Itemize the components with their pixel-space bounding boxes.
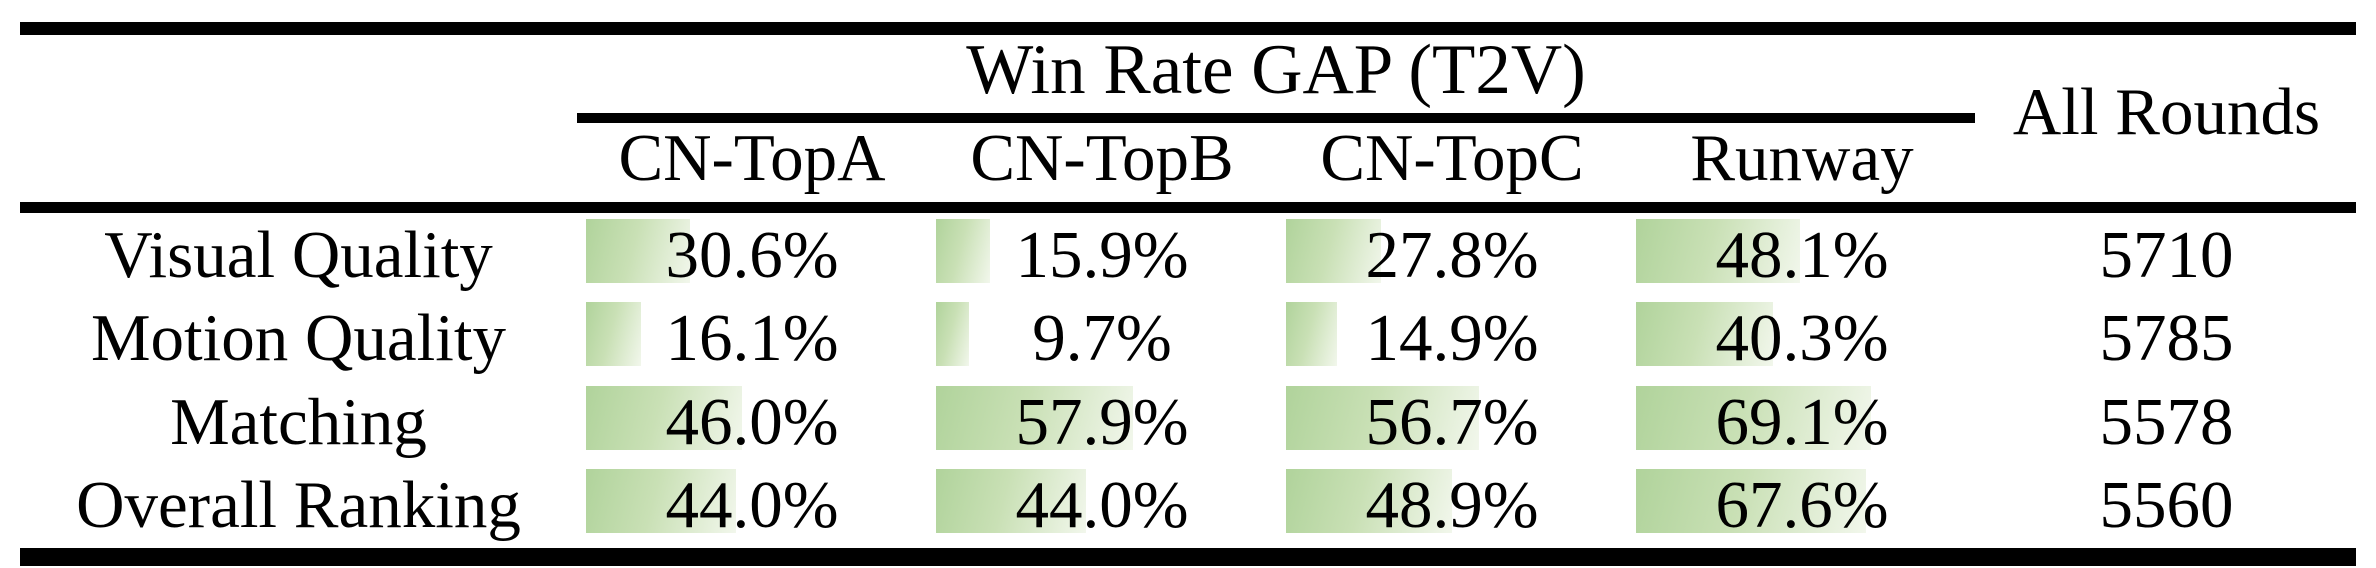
win-rate-cell: 16.1%	[577, 296, 927, 380]
table-bottom-rule	[20, 548, 2356, 566]
win-rate-bar	[936, 302, 969, 366]
win-rate-cell: 48.1%	[1627, 213, 1977, 297]
win-rate-cell: 46.0%	[577, 380, 927, 464]
win-rate-bar	[1636, 219, 1800, 283]
win-rate-bar	[1286, 386, 1479, 450]
win-rate-cell: 67.6%	[1627, 463, 1977, 547]
all-rounds-value: 5560	[2099, 467, 2234, 542]
header-separator-rule	[20, 202, 2356, 213]
win-rate-bar	[1636, 469, 1866, 533]
win-rate-bar	[586, 219, 691, 283]
win-rate-value: 44.0%	[665, 467, 839, 542]
win-rate-bar	[936, 469, 1086, 533]
table-row: Overall Ranking 44.0% 44.0% 48.9% 67.6% …	[0, 463, 2376, 547]
win-rate-value: 48.1%	[1715, 217, 1889, 292]
win-rate-value: 9.7%	[1032, 300, 1172, 375]
win-rate-value: 69.1%	[1715, 384, 1889, 459]
win-rate-bar	[1286, 302, 1337, 366]
win-rate-value: 16.1%	[665, 300, 839, 375]
win-rate-cell: 27.8%	[1277, 213, 1627, 297]
win-rate-value: 67.6%	[1715, 467, 1889, 542]
win-rate-cell: 44.0%	[927, 463, 1277, 547]
win-rate-value: 27.8%	[1365, 217, 1539, 292]
win-rate-bar	[1636, 302, 1774, 366]
win-rate-value: 15.9%	[1015, 217, 1189, 292]
win-rate-bar	[1636, 386, 1871, 450]
group-header-underline	[577, 113, 1975, 123]
win-rate-value: 40.3%	[1715, 300, 1889, 375]
win-rate-value: 30.6%	[665, 217, 839, 292]
win-rate-bar	[1286, 219, 1381, 283]
row-label: Matching	[170, 384, 427, 459]
row-label: Overall Ranking	[76, 467, 521, 542]
all-rounds-value: 5785	[2099, 300, 2234, 375]
win-rate-cell: 40.3%	[1627, 296, 1977, 380]
table-row: Visual Quality 30.6% 15.9% 27.8% 48.1% 5…	[0, 213, 2376, 297]
win-rate-value: 46.0%	[665, 384, 839, 459]
win-rate-value: 44.0%	[1015, 467, 1189, 542]
win-rate-bar	[1286, 469, 1453, 533]
win-rate-cell: 44.0%	[577, 463, 927, 547]
group-header-title: Win Rate GAP (T2V)	[966, 31, 1586, 109]
win-rate-value: 56.7%	[1365, 384, 1539, 459]
win-rate-cell: 69.1%	[1627, 380, 1977, 464]
win-rate-bar	[586, 302, 641, 366]
win-rate-value: 48.9%	[1365, 467, 1539, 542]
row-label: Motion Quality	[90, 300, 507, 375]
column-header-cn-topc: CN-TopC	[1320, 121, 1584, 195]
column-header-runway: Runway	[1690, 121, 1914, 195]
win-rate-value: 14.9%	[1365, 300, 1539, 375]
win-rate-cell: 56.7%	[1277, 380, 1627, 464]
column-header-cn-topb: CN-TopB	[970, 121, 1234, 195]
table-top-rule	[20, 22, 2356, 35]
row-label: Visual Quality	[104, 217, 493, 292]
win-rate-cell: 30.6%	[577, 213, 927, 297]
win-rate-cell: 9.7%	[927, 296, 1277, 380]
table-row: Matching 46.0% 57.9% 56.7% 69.1% 5578	[0, 380, 2376, 464]
win-rate-bar	[586, 469, 736, 533]
win-rate-bar	[936, 219, 991, 283]
table-row: Motion Quality 16.1% 9.7% 14.9% 40.3% 57…	[0, 296, 2376, 380]
win-rate-value: 57.9%	[1015, 384, 1189, 459]
win-rate-cell: 15.9%	[927, 213, 1277, 297]
win-rate-cell: 14.9%	[1277, 296, 1627, 380]
win-rate-bar	[936, 386, 1133, 450]
win-rate-cell: 48.9%	[1277, 463, 1627, 547]
all-rounds-value: 5710	[2099, 217, 2234, 292]
win-rate-cell: 57.9%	[927, 380, 1277, 464]
all-rounds-value: 5578	[2099, 384, 2234, 459]
column-header-cn-topa: CN-TopA	[618, 121, 886, 195]
column-header-all-rounds: All Rounds	[2012, 74, 2321, 149]
win-rate-bar	[586, 386, 743, 450]
